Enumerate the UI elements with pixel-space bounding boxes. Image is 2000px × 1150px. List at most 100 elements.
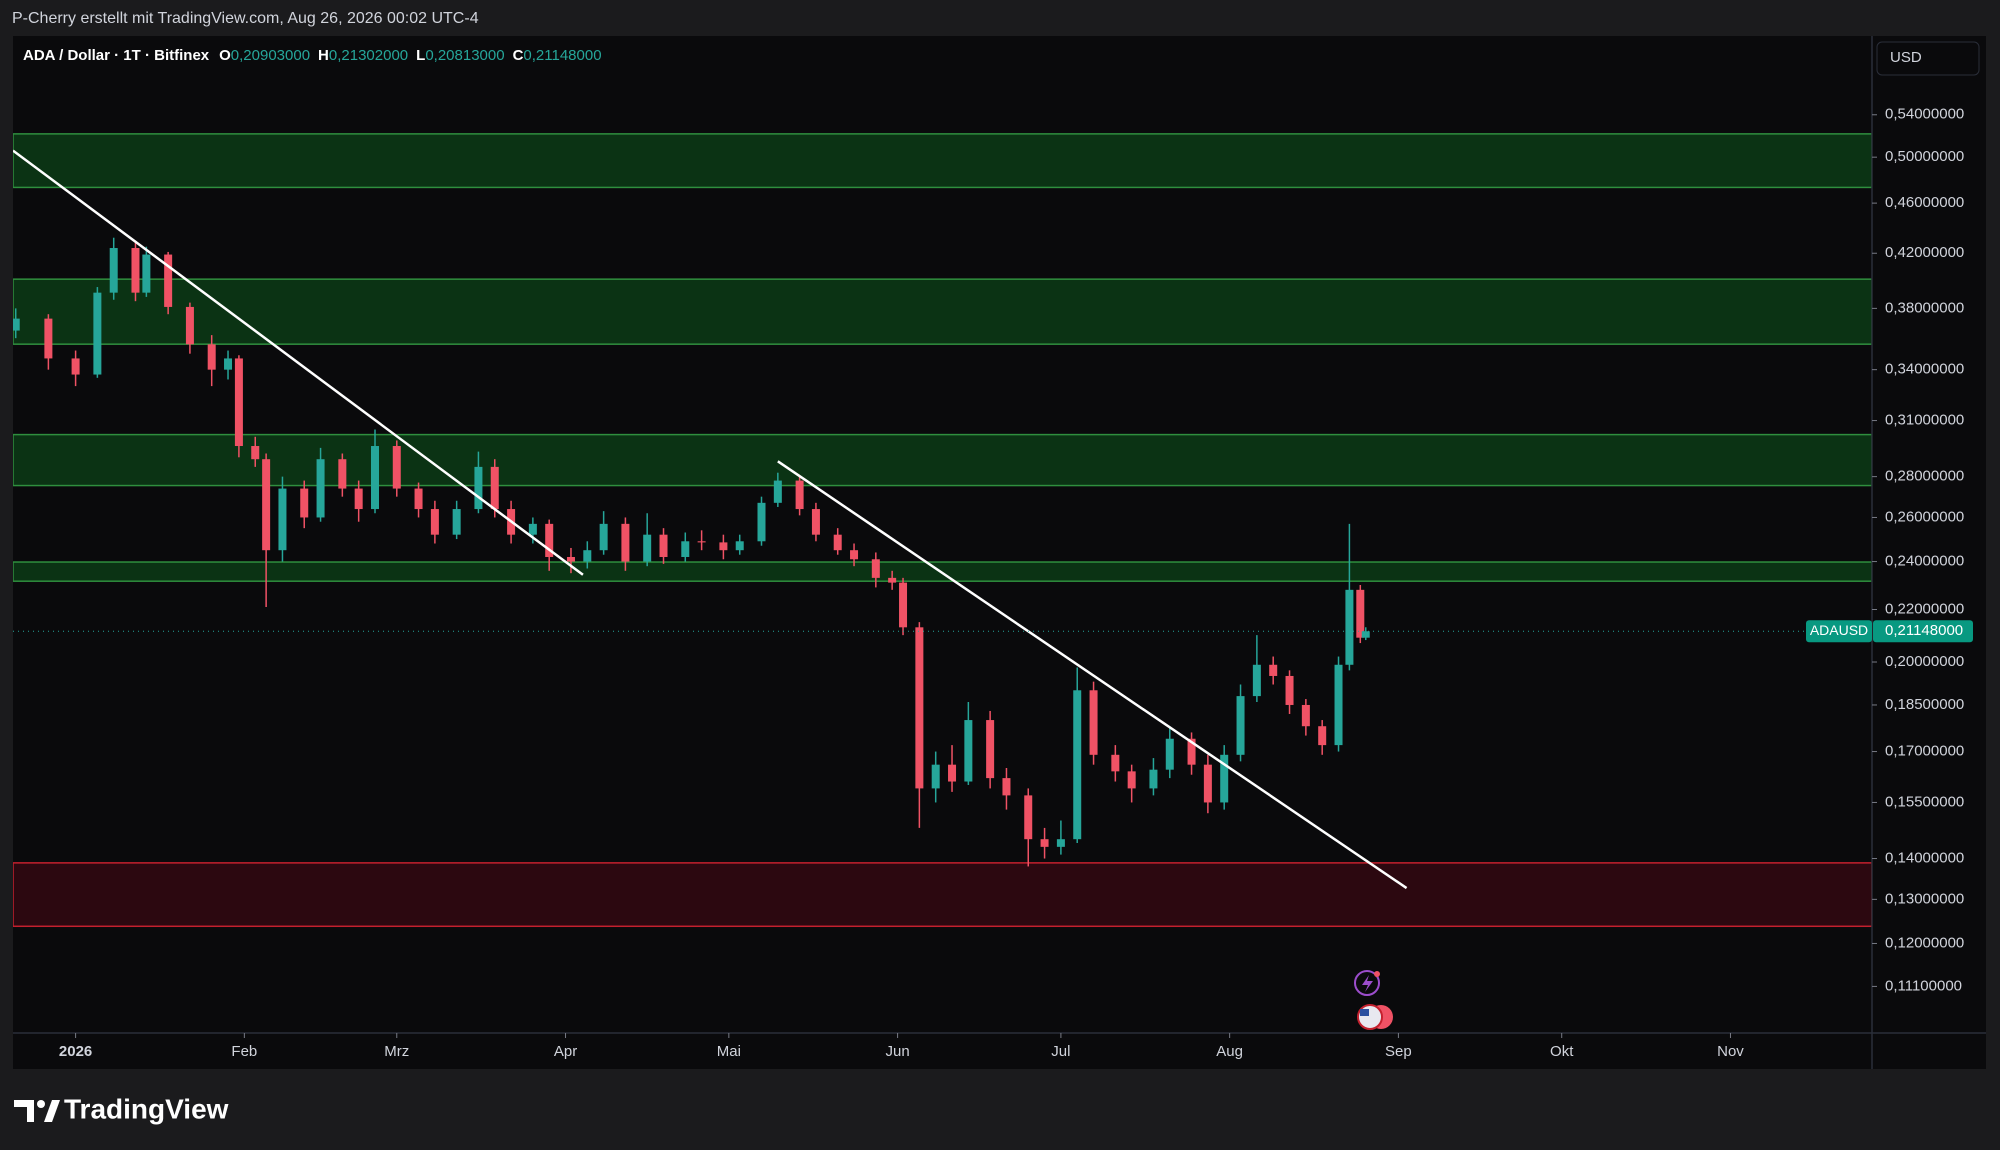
header: P-Cherry erstellt mit TradingView.com, A… bbox=[12, 10, 479, 27]
candle-body bbox=[452, 509, 461, 535]
legend-key: O bbox=[219, 47, 231, 64]
candle-body bbox=[262, 459, 271, 551]
candle-body bbox=[1024, 795, 1033, 840]
candle-body bbox=[1040, 839, 1049, 847]
x-tick-label: Aug bbox=[1216, 1043, 1243, 1060]
candle-body bbox=[207, 344, 216, 370]
candle-body bbox=[795, 480, 804, 510]
y-tick-label: 0,24000000 bbox=[1885, 553, 1964, 570]
x-tick-label: Feb bbox=[231, 1043, 257, 1060]
candle-body bbox=[185, 306, 194, 345]
candle-body bbox=[338, 459, 347, 489]
candle-body bbox=[1187, 738, 1196, 765]
y-tick-label: 0,20000000 bbox=[1885, 653, 1964, 670]
y-tick-label: 0,38000000 bbox=[1885, 299, 1964, 316]
candle-body bbox=[316, 459, 325, 518]
y-tick-label: 0,34000000 bbox=[1885, 361, 1964, 378]
candle-body bbox=[735, 541, 744, 551]
candle-body bbox=[1334, 664, 1343, 746]
candle-body bbox=[833, 534, 842, 551]
candle-body bbox=[1318, 726, 1327, 746]
legend-key: C bbox=[513, 47, 524, 64]
candle-body bbox=[566, 556, 575, 562]
candle-body bbox=[1220, 754, 1229, 803]
candle-body bbox=[1236, 696, 1245, 755]
event-icon-glyph bbox=[1362, 975, 1373, 992]
candle-body bbox=[430, 509, 439, 535]
zone bbox=[13, 862, 1872, 928]
y-tick-label: 0,12000000 bbox=[1885, 934, 1964, 951]
symbol-tag bbox=[1806, 620, 1872, 643]
candle-body bbox=[871, 559, 880, 578]
candle-body bbox=[850, 550, 859, 560]
candle-body bbox=[528, 523, 537, 535]
x-tick-label: Sep bbox=[1385, 1043, 1412, 1060]
y-tick-label: 0,18500000 bbox=[1885, 696, 1964, 713]
candle-body bbox=[300, 488, 309, 518]
candle-body bbox=[599, 523, 608, 551]
currency-button[interactable] bbox=[1876, 41, 1980, 76]
candle-body bbox=[164, 254, 173, 307]
candle-body bbox=[44, 318, 53, 359]
candle-body bbox=[888, 577, 897, 583]
candle-body bbox=[1252, 664, 1261, 697]
price-tag-label: 0,21148000 bbox=[1885, 622, 1963, 639]
legend-title: ADA / Dollar · 1T · Bitfinex bbox=[23, 47, 210, 64]
event-icon[interactable] bbox=[1354, 970, 1380, 996]
candle-body bbox=[757, 502, 766, 542]
candle-body bbox=[621, 523, 630, 562]
trendline bbox=[13, 149, 584, 576]
y-tick-label: 0,13000000 bbox=[1885, 890, 1964, 907]
brand-logo bbox=[14, 1100, 60, 1122]
candle-body bbox=[142, 254, 151, 293]
legend-value: 0,20813000 bbox=[425, 47, 504, 64]
y-tick-label: 0,26000000 bbox=[1885, 508, 1964, 525]
zone bbox=[13, 133, 1872, 189]
candle-body bbox=[371, 446, 380, 510]
y-tick-label: 0,42000000 bbox=[1885, 244, 1964, 261]
candle-body bbox=[71, 358, 80, 375]
legend-key: H bbox=[318, 47, 329, 64]
y-tick-label: 0,15500000 bbox=[1885, 793, 1964, 810]
candle-body bbox=[354, 488, 363, 510]
candle-body bbox=[659, 534, 668, 557]
y-tick-label: 0,28000000 bbox=[1885, 468, 1964, 485]
candle-body bbox=[1089, 690, 1098, 755]
candle-body bbox=[1269, 664, 1278, 676]
brand-name: TradingView bbox=[64, 1093, 229, 1124]
logo-mark bbox=[37, 1100, 45, 1108]
candle-body bbox=[986, 720, 995, 779]
x-tick-label: Jul bbox=[1051, 1043, 1070, 1060]
candle-body bbox=[964, 720, 973, 782]
y-tick-label: 0,22000000 bbox=[1885, 600, 1964, 617]
event-icons bbox=[1354, 970, 1393, 1030]
legend-value: 0,21148000 bbox=[523, 47, 601, 64]
y-tick-label: 0,14000000 bbox=[1885, 849, 1964, 866]
y-tick-label: 0,50000000 bbox=[1885, 148, 1964, 165]
candle-body bbox=[392, 446, 401, 489]
candle-body bbox=[948, 764, 957, 782]
candle-body bbox=[131, 248, 140, 293]
flag-canton bbox=[1360, 1009, 1369, 1016]
y-tick-label: 0,11100000 bbox=[1885, 977, 1962, 994]
candle-body bbox=[899, 582, 908, 628]
legend-key: L bbox=[416, 47, 425, 64]
event-icon[interactable] bbox=[1357, 1004, 1383, 1030]
price-tag bbox=[1873, 620, 1973, 643]
candle-body bbox=[234, 358, 243, 447]
candle-body bbox=[1056, 839, 1065, 847]
candle-body bbox=[1356, 589, 1365, 638]
event-dot bbox=[1374, 971, 1380, 977]
x-tick-label: Mrz bbox=[384, 1043, 409, 1060]
candle-body bbox=[278, 488, 287, 551]
legend-value: 0,20903000 bbox=[231, 47, 310, 64]
logo-mark bbox=[14, 1100, 34, 1122]
plot bbox=[13, 133, 1872, 928]
candle-body bbox=[811, 509, 820, 535]
candle-body bbox=[643, 534, 652, 562]
candle-body bbox=[93, 292, 102, 375]
candle-body bbox=[583, 550, 592, 562]
legend: ADA / Dollar · 1T · Bitfinex O0,20903000 H… bbox=[23, 47, 602, 64]
candle-body bbox=[474, 466, 483, 510]
